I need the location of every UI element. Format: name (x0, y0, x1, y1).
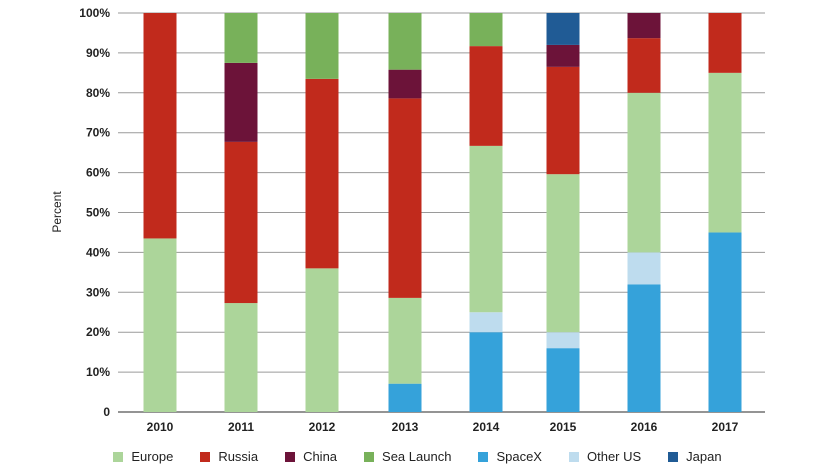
y-tick-label: 80% (86, 86, 110, 100)
legend-item-china: China (285, 449, 337, 464)
bar-spacex-2013 (388, 383, 422, 412)
legend-item-japan: Japan (668, 449, 722, 464)
y-tick-label: 40% (86, 245, 110, 259)
x-tick-label: 2016 (631, 420, 658, 434)
bar-europe-2013 (388, 297, 422, 384)
stacked-bar-chart: 0 10% 20% 30% 40% 50% 60% 70% 80% 90% 100% 2010 2011… (50, 6, 765, 434)
x-tick-label: 2011 (228, 420, 254, 434)
x-tick-label: 2015 (550, 420, 577, 434)
bar-spacex-2016 (627, 284, 661, 412)
x-tick-label: 2013 (392, 420, 419, 434)
legend-item-sea-launch: Sea Launch (364, 449, 451, 464)
bar-sea-launch-2011 (224, 13, 258, 63)
x-tick-label: 2017 (712, 420, 739, 434)
bar-russia-2012 (305, 78, 339, 269)
bar-other-us-2015 (546, 332, 580, 349)
y-tick-label: 100% (79, 6, 110, 20)
y-tick-label: 30% (86, 285, 110, 299)
bar-russia-2013 (388, 98, 422, 298)
legend-swatch (668, 451, 679, 462)
y-tick-label: 60% (86, 166, 110, 180)
legend-item-europe: Europe (113, 449, 173, 464)
legend-swatch (285, 451, 296, 462)
bar-china-2013 (388, 69, 422, 99)
x-tick-label: 2014 (473, 420, 500, 434)
legend-label: Japan (686, 449, 722, 464)
bar-europe-2011 (224, 303, 258, 412)
y-tick-label: 0 (103, 405, 110, 419)
legend-item-other-us: Other US (568, 449, 642, 464)
bar-spacex-2017 (708, 232, 742, 412)
y-tick-label: 70% (86, 126, 110, 140)
legend-swatch (568, 451, 579, 462)
legend-label: Europe (131, 449, 174, 464)
bar-europe-2017 (708, 72, 742, 233)
x-tick-label: 2012 (309, 420, 336, 434)
bar-spacex-2014 (469, 332, 503, 412)
bar-russia-2017 (708, 13, 742, 73)
legend-label: Russia (218, 449, 259, 464)
bar-sea-launch-2014 (469, 13, 503, 47)
y-tick-label: 20% (86, 325, 110, 339)
legend: Europe Russia China Sea Launch SpaceX Other U… (0, 449, 838, 464)
bar-sea-launch-2012 (305, 13, 339, 79)
legend-item-russia: Russia (200, 449, 258, 464)
bar-europe-2012 (305, 268, 339, 412)
legend-label: SpaceX (496, 449, 542, 464)
bar-china-2011 (224, 62, 258, 142)
x-tick-label: 2010 (147, 420, 174, 434)
legend-swatch (113, 451, 124, 462)
bar-russia-2014 (469, 46, 503, 146)
legend-item-spacex: SpaceX (478, 449, 542, 464)
legend-label: China (303, 449, 338, 464)
bar-spacex-2015 (546, 348, 580, 412)
bar-russia-2015 (546, 66, 580, 175)
legend-label: Sea Launch (382, 449, 452, 464)
bar-europe-2010 (143, 238, 177, 412)
bar-other-us-2016 (627, 252, 661, 285)
y-tick-label: 10% (86, 365, 110, 379)
bar-sea-launch-2013 (388, 13, 422, 70)
bar-europe-2014 (469, 145, 503, 313)
bar-other-us-2014 (469, 312, 503, 333)
y-tick-label: 90% (86, 46, 110, 60)
y-axis-label: Percent (50, 191, 64, 233)
legend-swatch (478, 451, 489, 462)
y-tick-label: 50% (86, 206, 110, 220)
legend-swatch (364, 451, 375, 462)
bar-europe-2015 (546, 174, 580, 333)
bar-russia-2010 (143, 13, 177, 239)
bar-europe-2016 (627, 92, 661, 253)
legend-swatch (200, 451, 211, 462)
legend-label: Other US (586, 449, 642, 464)
bar-china-2016 (627, 13, 661, 39)
bar-china-2015 (546, 44, 580, 67)
bar-russia-2016 (627, 38, 661, 93)
bar-russia-2011 (224, 141, 258, 304)
bar-japan-2015 (546, 13, 580, 45)
